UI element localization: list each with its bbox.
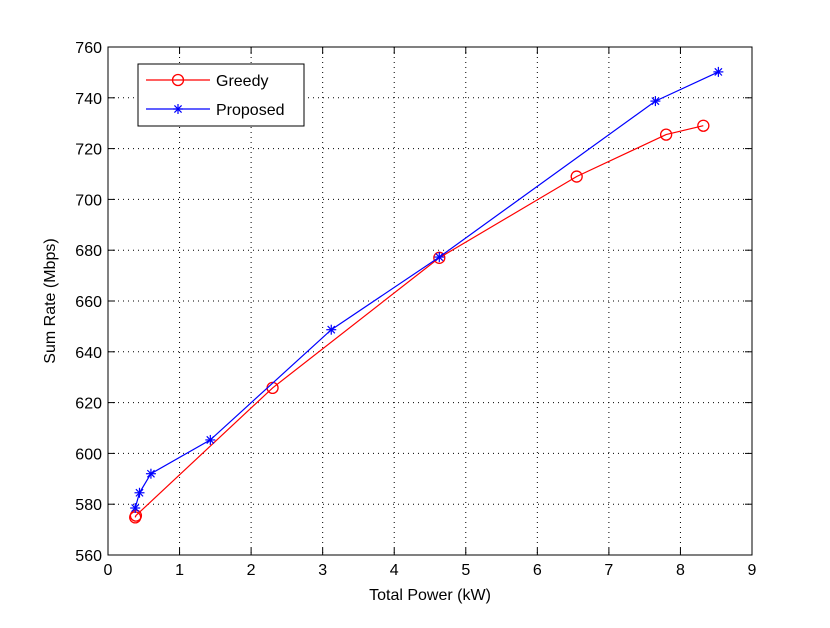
legend-proposed-marker (173, 104, 183, 114)
x-tick-label: 1 (175, 562, 184, 579)
y-tick-label: 720 (75, 142, 102, 159)
x-tick-label: 0 (104, 562, 113, 579)
series-proposed-point (713, 66, 724, 77)
y-tick-label: 740 (75, 91, 102, 108)
series-proposed-point (326, 324, 337, 335)
y-tick-label: 760 (75, 40, 102, 57)
x-tick-label: 5 (461, 562, 470, 579)
asterisk-stroke (131, 503, 140, 513)
legend-greedy-label: Greedy (216, 73, 268, 90)
series-greedy-point (129, 509, 143, 522)
x-tick-label: 4 (390, 562, 399, 579)
series-layer (129, 66, 724, 524)
asterisk-stroke (135, 488, 144, 497)
x-tick-label: 6 (533, 562, 542, 579)
asterisk-stroke (173, 104, 183, 114)
y-tick-label: 680 (75, 243, 102, 260)
series-proposed-line (134, 71, 719, 509)
legend-proposed-label: Proposed (216, 102, 285, 119)
series-proposed-point (205, 434, 216, 445)
y-tick-label: 600 (75, 446, 102, 463)
x-tick-label: 9 (748, 562, 757, 579)
y-tick-label: 700 (75, 192, 102, 209)
x-tick-label: 8 (676, 562, 685, 579)
y-tick-label: 620 (75, 396, 102, 413)
series-proposed-point (434, 252, 445, 263)
y-tick-label: 560 (75, 548, 102, 565)
asterisk-stroke (146, 469, 155, 478)
ticks: 0 1 2 3 4 5 6 7 8 9 560 580 600 620 640 660 680 700 720 740… (75, 40, 756, 579)
y-axis-label: Sum Rate (Mbps) (42, 238, 59, 363)
series-proposed-point (650, 96, 661, 107)
asterisk-stroke (435, 253, 444, 262)
x-tick-label: 3 (318, 562, 327, 579)
legend-box (137, 63, 305, 127)
series-proposed-point (134, 487, 145, 498)
plot-area (108, 47, 752, 555)
asterisk-stroke (714, 67, 723, 76)
x-tick-label: 7 (604, 562, 613, 579)
x-axis-label: Total Power (kW) (369, 587, 491, 604)
asterisk-stroke (206, 435, 215, 444)
x-tick-label: 2 (247, 562, 256, 579)
legend: Greedy Proposed (137, 63, 305, 127)
y-tick-label: 660 (75, 294, 102, 311)
series-greedy-point (697, 119, 710, 132)
y-tick-label: 640 (75, 345, 102, 362)
series-greedy-point (659, 128, 673, 141)
asterisk-stroke (327, 325, 336, 334)
asterisk-stroke (651, 97, 660, 106)
legend-greedy-marker (171, 73, 185, 87)
series-greedy-point (570, 170, 583, 183)
y-tick-label: 580 (75, 497, 102, 514)
series-proposed-point (145, 468, 156, 479)
series-proposed (130, 66, 724, 514)
series-proposed-point (130, 503, 141, 514)
